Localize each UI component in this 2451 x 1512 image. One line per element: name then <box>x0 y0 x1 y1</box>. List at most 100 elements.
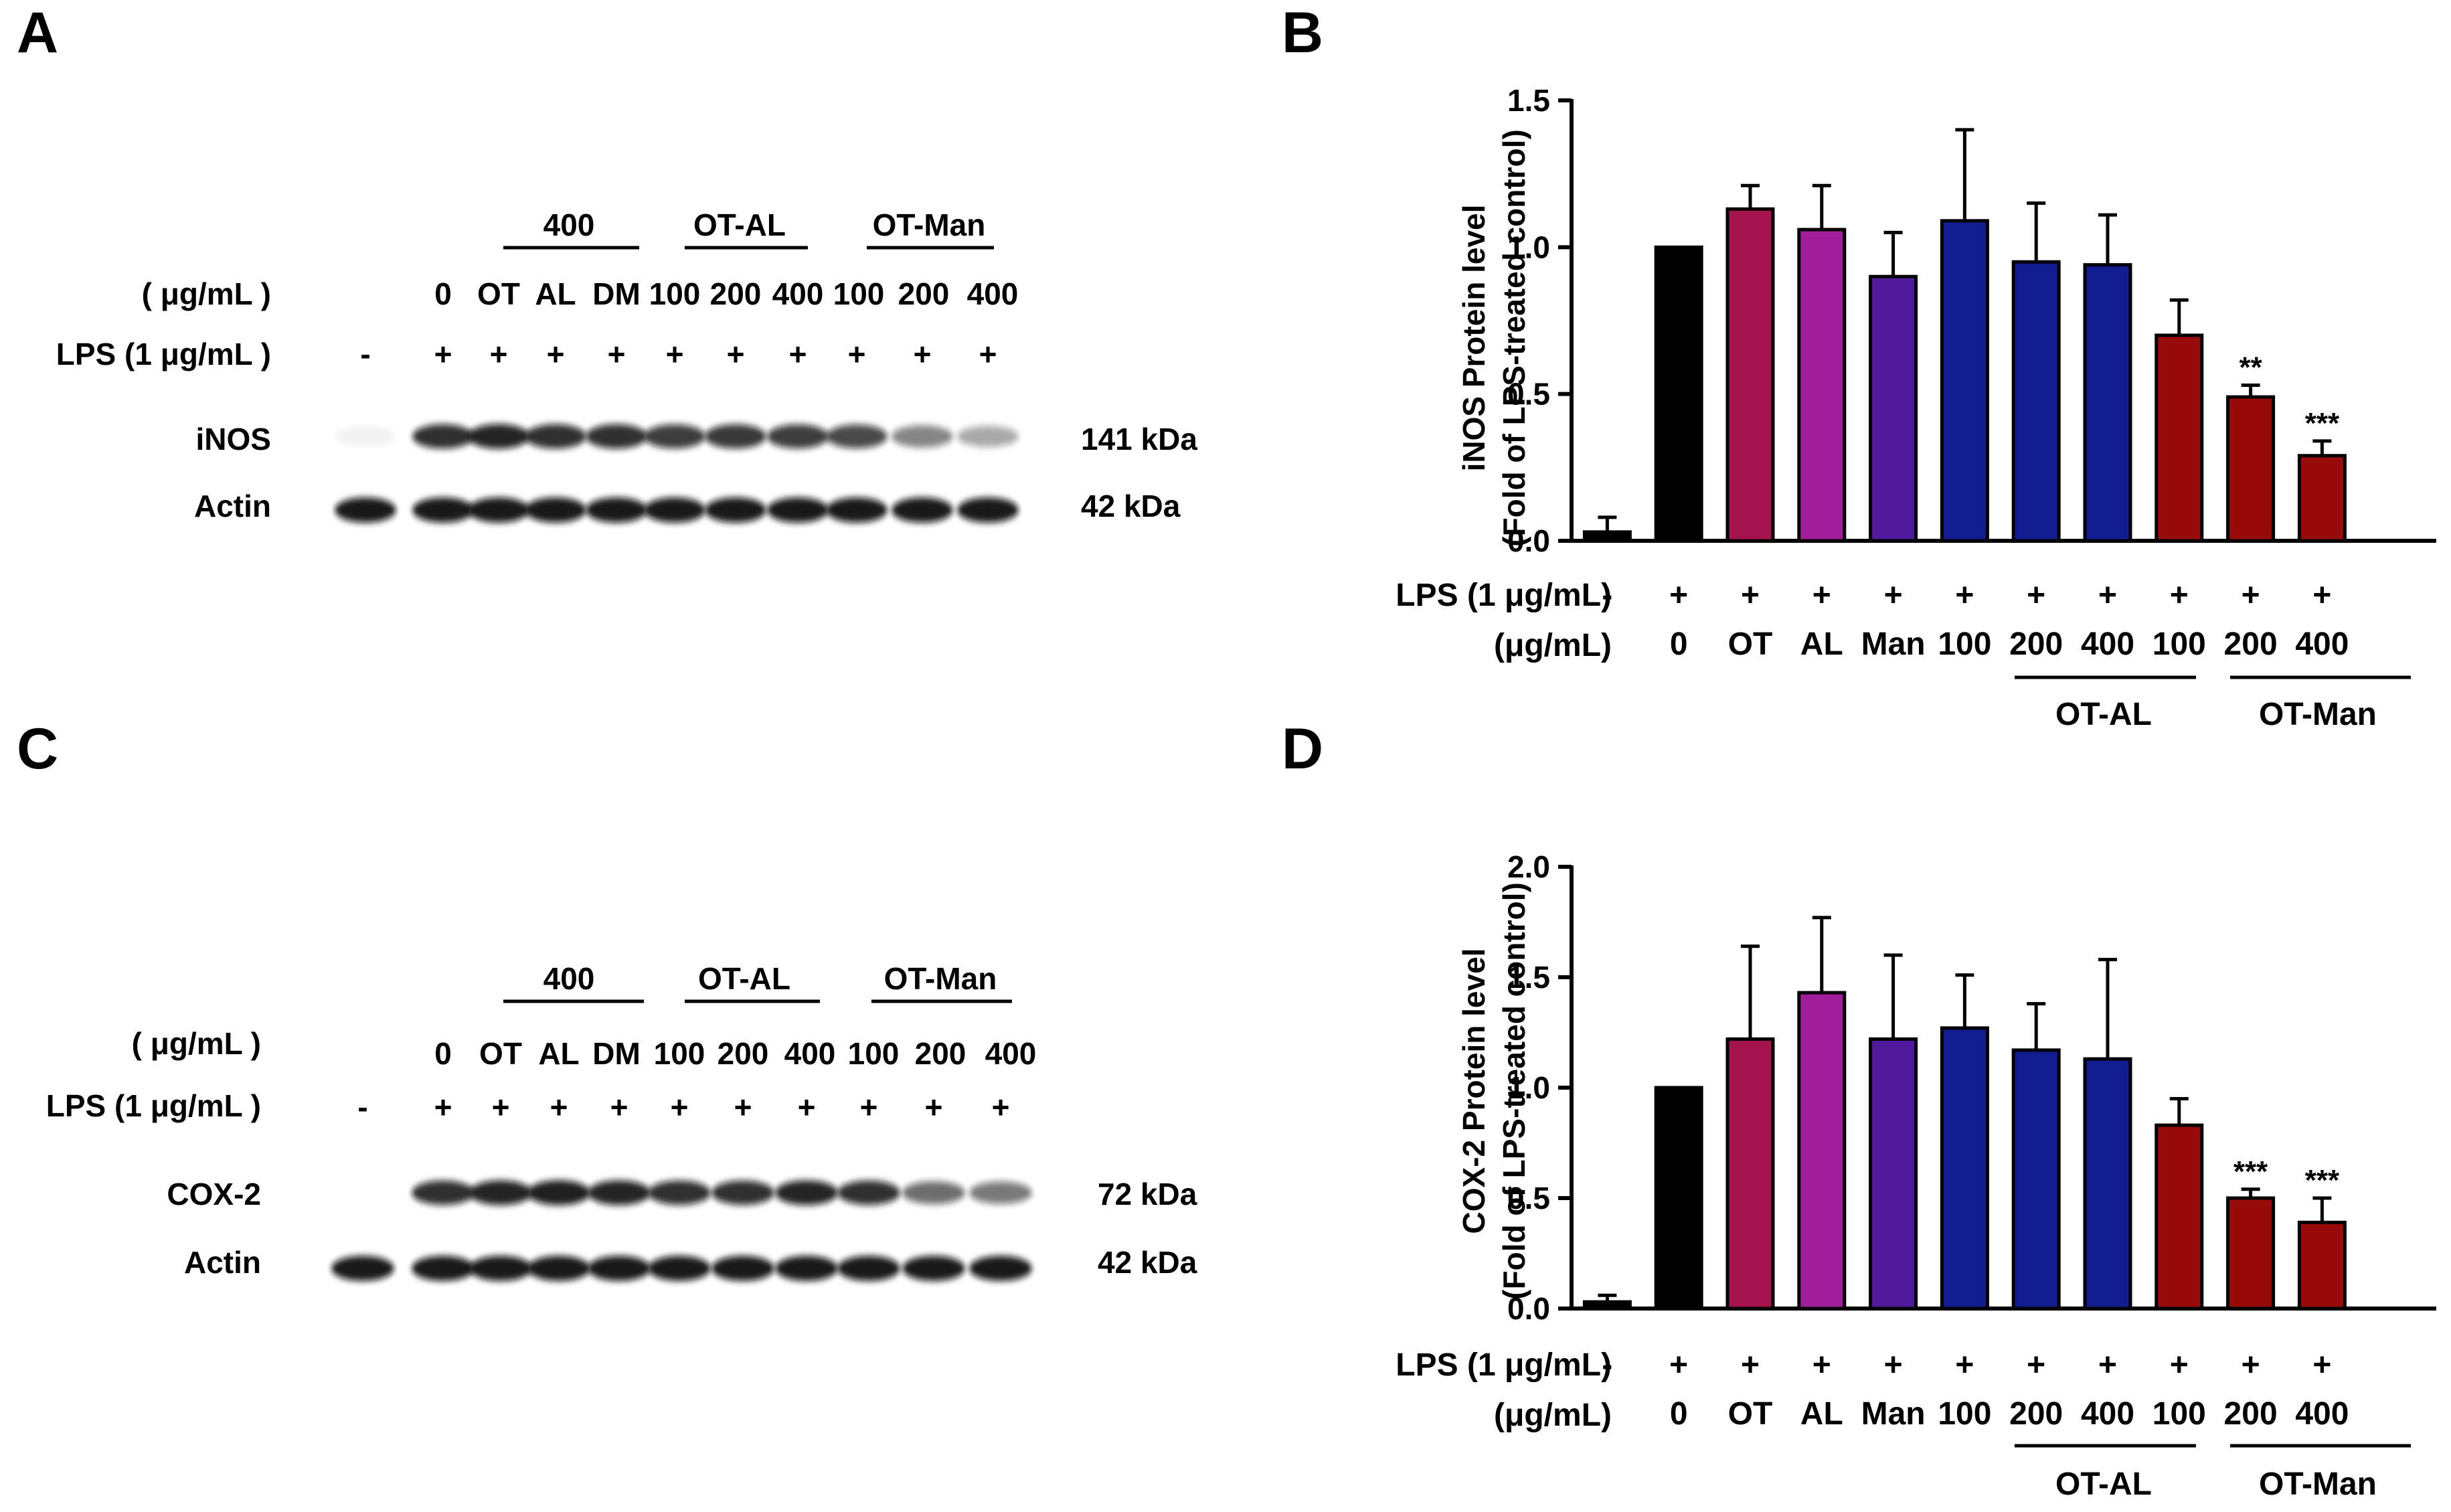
blot-c-conc-value: 200 <box>915 1036 966 1071</box>
blot-a-conc-values: 0 OT AL DM 100 200 400 100 200 400 <box>434 276 1018 311</box>
chart-b-bar <box>2297 454 2347 543</box>
chart-b-y-tick-label: 0.0 <box>1507 523 1550 558</box>
blot-c-conc-value: 400 <box>985 1036 1037 1071</box>
blot-a-band-inos <box>525 424 586 449</box>
chart-d-bar <box>2083 1057 2132 1311</box>
blot-a-conc-value: 100 <box>833 276 885 311</box>
chart-b-lps-value: + <box>2170 578 2189 613</box>
chart-d-lps-value: + <box>1741 1347 1760 1383</box>
blot-c-conc-value: 100 <box>654 1036 705 1071</box>
panel-letter-c: C <box>17 717 58 781</box>
chart-d-significance-label: *** <box>2233 1155 2268 1188</box>
blot-a-lps-value: + <box>666 337 684 371</box>
blot-a-lps-value: + <box>608 337 626 371</box>
chart-b-conc-value: Man <box>1861 626 1926 662</box>
blot-c-lps-value: + <box>734 1090 752 1124</box>
chart-d-conc-value: OT <box>1728 1396 1773 1432</box>
blot-a-band-actin <box>525 497 586 523</box>
blot-a-conc-value: AL <box>535 276 576 311</box>
blot-a-group-label-400: 400 <box>543 207 595 242</box>
blot-a-band-inos <box>335 426 396 446</box>
chart-b-group-label-ot-al: OT-AL <box>2055 697 2152 732</box>
blot-c-lps-value: + <box>798 1090 816 1124</box>
chart-b-ylabel-line1: iNOS Protein level <box>1456 205 1491 472</box>
chart-b-bar <box>1582 530 1632 543</box>
chart-d-conc-row-label: (μg/mL) <box>1494 1398 1612 1433</box>
blot-a-band-inos <box>586 424 647 449</box>
chart-b-conc-row-label: (μg/mL) <box>1494 628 1612 663</box>
chart-d-y-tick-label: 1.5 <box>1507 960 1550 995</box>
chart-d-lps-value: + <box>2098 1347 2117 1383</box>
chart-d-bar <box>1869 1037 1918 1311</box>
chart-d-group-label-ot-man: OT-Man <box>2259 1466 2377 1502</box>
blot-c-band-actin <box>837 1256 900 1281</box>
chart-d-bars: *** *** <box>1582 916 2347 1311</box>
blot-c-band-actin <box>902 1256 965 1281</box>
chart-d-lps-value: + <box>1812 1347 1831 1383</box>
chart-b-bar <box>2011 260 2061 543</box>
chart-b-conc-value: 400 <box>2295 626 2349 662</box>
blot-a-conc-value: 200 <box>710 276 762 311</box>
chart-d-bar <box>2226 1196 2276 1311</box>
chart-b-conc-value: 200 <box>2009 626 2063 662</box>
blot-c-band-actin <box>969 1256 1032 1281</box>
chart-b-conc-value: 100 <box>2152 626 2206 662</box>
blot-c-lps-value: + <box>434 1090 452 1124</box>
blot-a-conc-value: DM <box>592 276 641 311</box>
bar-chart-b: iNOS Protein level (Fold of LPS-treated … <box>1396 83 2436 732</box>
chart-d-lps-value: + <box>1669 1347 1688 1383</box>
blot-a-band-actin <box>335 497 396 523</box>
blot-c-lps-value: - <box>357 1090 367 1124</box>
blot-a-band-actin <box>468 497 529 523</box>
chart-d-conc-value: 200 <box>2009 1396 2063 1432</box>
chart-d-lps-value: + <box>2027 1347 2045 1383</box>
blot-c-group-label-ot-man: OT-Man <box>884 961 997 996</box>
blot-c-band-cox-2 <box>527 1180 590 1205</box>
blot-c-band-cox-2 <box>588 1180 651 1205</box>
chart-b-ticks: 0.0 0.5 1.0 1.5 <box>1507 83 1572 558</box>
panel-letter-a: A <box>17 1 58 65</box>
blot-a-lps-value: + <box>434 337 452 371</box>
chart-b-y-tick-label: 1.0 <box>1507 230 1550 264</box>
chart-b-axes <box>1570 99 2436 543</box>
blot-c-lps-value: + <box>860 1090 878 1124</box>
chart-d-lps-value: + <box>2312 1347 2331 1383</box>
chart-d-condition-rows: - +0 + OT + AL + Man +100 +200 +400 +100 +200 +400 <box>1602 1347 2349 1432</box>
blot-a-conc-value: 100 <box>649 276 701 311</box>
panel-letter-d: D <box>1282 717 1323 781</box>
chart-b-lps-value: - <box>1602 578 1612 613</box>
blot-c-lps-value: + <box>492 1090 510 1124</box>
chart-b-conc-value: AL <box>1800 626 1843 662</box>
chart-d-lps-value: + <box>2170 1347 2189 1383</box>
blot-a-lps-value: + <box>848 337 866 371</box>
blot-c-group-label-ot-al: OT-AL <box>698 961 790 996</box>
blot-a-band-label-inos: iNOS <box>196 422 271 456</box>
chart-b-lps-value: + <box>1884 578 1903 613</box>
chart-d-bar <box>1797 991 1847 1311</box>
blot-c-band-cox-2 <box>412 1180 475 1205</box>
blot-a-conc-value: 400 <box>967 276 1019 311</box>
blot-a-group-label-ot-man: OT-Man <box>873 207 986 242</box>
blot-a-kda-inos: 141 kDa <box>1081 422 1197 456</box>
chart-b-conc-value: OT <box>1728 626 1773 662</box>
blot-c-band-actin <box>588 1256 651 1281</box>
blot-c-conc-row-label: ( μg/mL ) <box>132 1026 261 1061</box>
blot-c-band-label-cox2: COX-2 <box>167 1177 261 1211</box>
blot-c-band-actin <box>711 1256 774 1281</box>
chart-b-bar <box>1797 228 1847 543</box>
chart-b-bars: ***** <box>1582 128 2347 543</box>
chart-d-y-tick-label: 2.0 <box>1507 849 1550 884</box>
chart-b-lps-value: + <box>1741 578 1760 613</box>
chart-d-significance-label: *** <box>2305 1164 2340 1197</box>
chart-d-conc-value: 0 <box>1670 1396 1688 1432</box>
blot-a-kda-actin: 42 kDa <box>1081 489 1181 523</box>
blot-a-band-actin <box>826 497 888 523</box>
chart-d-bar <box>1940 1026 1989 1311</box>
blot-a-band-actin <box>412 497 474 523</box>
blot-c-band-cox-2 <box>469 1180 532 1205</box>
chart-d-group-label-ot-al: OT-AL <box>2055 1466 2152 1502</box>
chart-d-conc-value: AL <box>1800 1396 1843 1432</box>
blot-c-band-cox-2 <box>711 1180 774 1205</box>
chart-d-lps-value: + <box>1884 1347 1903 1383</box>
blot-c-band-label-actin: Actin <box>184 1245 261 1280</box>
